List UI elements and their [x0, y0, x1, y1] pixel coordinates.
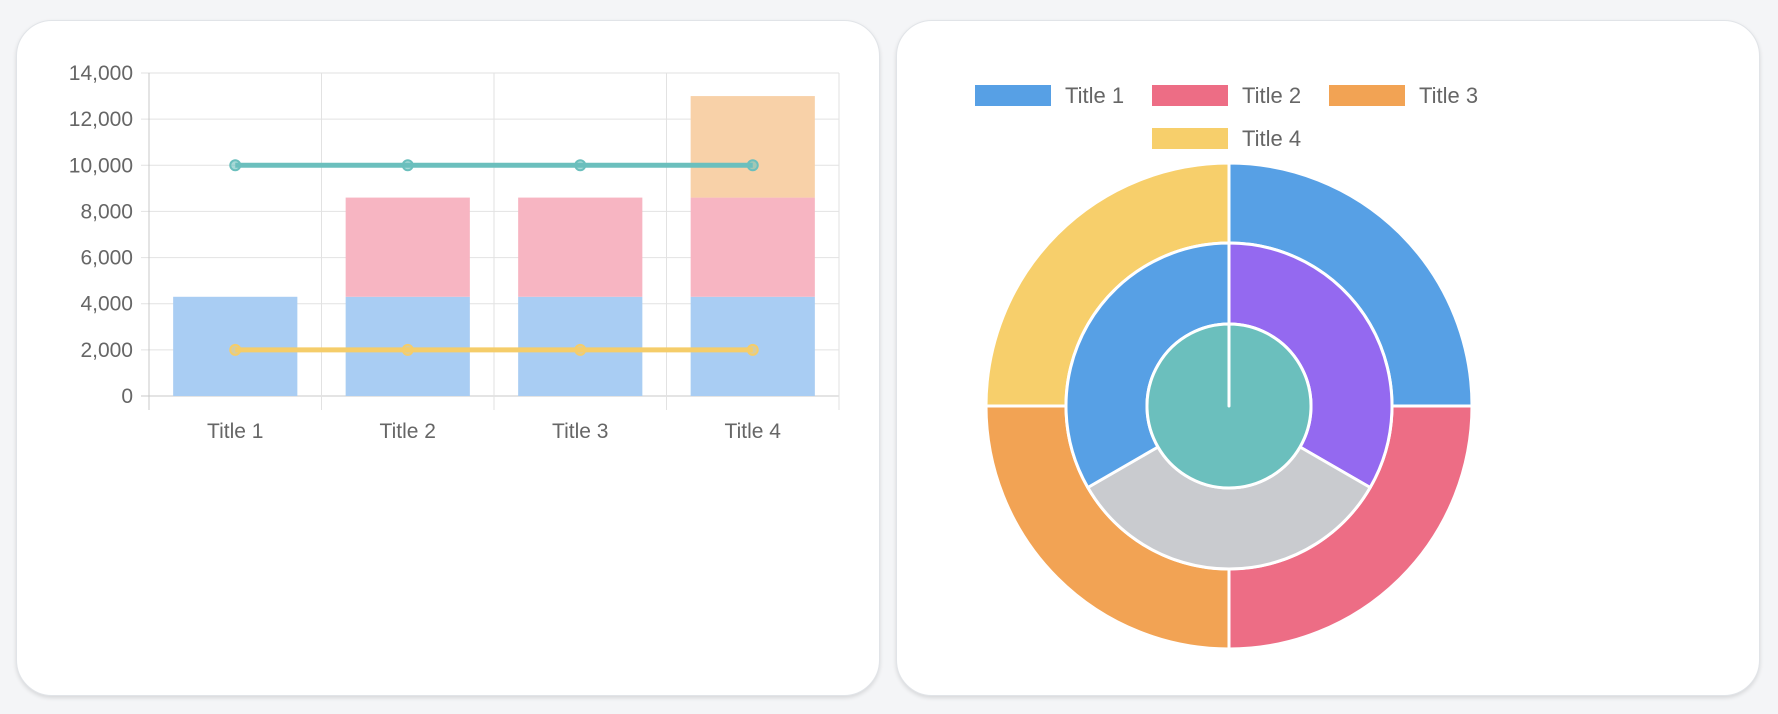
- y-tick-label: 0: [121, 385, 133, 408]
- point-line-yellow-title-1[interactable]: [229, 343, 242, 356]
- point-line-teal-title-4[interactable]: [746, 159, 759, 172]
- x-tick-label: Title 1: [207, 420, 263, 443]
- point-line-teal-title-1[interactable]: [229, 159, 242, 172]
- legend-item-title-4[interactable]: Title 4: [1152, 126, 1301, 151]
- bar-chart: 0 2,000 4,000 6,000 8,000 10,000 12,000 14,000 T…: [69, 62, 840, 443]
- point-line-teal-title-3[interactable]: [574, 159, 587, 172]
- point-line-yellow-title-4[interactable]: [746, 343, 759, 356]
- legend-item-title-3[interactable]: Title 3: [1329, 83, 1478, 108]
- bar-series-b-title-4[interactable]: [690, 197, 815, 297]
- y-tick-label: 4,000: [80, 293, 133, 316]
- point-line-teal-title-2[interactable]: [401, 159, 414, 172]
- legend-label: Title 4: [1242, 126, 1301, 151]
- y-tick-label: 6,000: [80, 247, 133, 270]
- legend-swatch: [975, 85, 1051, 106]
- point-line-yellow-title-3[interactable]: [574, 343, 587, 356]
- x-tick-label: Title 2: [380, 420, 436, 443]
- bar-series-b-title-2[interactable]: [345, 197, 470, 297]
- doughnut-chart-card: Title 1 Title 2 Title 3 Title 4: [896, 20, 1760, 696]
- bar-series-c-title-4[interactable]: [690, 96, 815, 198]
- legend-item-title-1[interactable]: Title 1: [975, 83, 1124, 108]
- y-tick-label: 12,000: [69, 108, 133, 131]
- legend-label: Title 3: [1419, 83, 1478, 108]
- legend-swatch: [1152, 128, 1228, 149]
- bar-chart-card: 0 2,000 4,000 6,000 8,000 10,000 12,000 14,000 T…: [16, 20, 880, 696]
- legend-label: Title 2: [1242, 83, 1301, 108]
- bar-series-b-title-3[interactable]: [518, 197, 643, 297]
- legend-swatch: [1329, 85, 1405, 106]
- y-tick-label: 8,000: [80, 200, 133, 223]
- y-tick-label: 2,000: [80, 339, 133, 362]
- x-tick-label: Title 4: [725, 420, 782, 443]
- y-tick-label: 10,000: [69, 154, 133, 177]
- x-tick-label: Title 3: [552, 420, 608, 443]
- doughnut-chart: Title 1 Title 2 Title 3 Title 4: [975, 83, 1478, 651]
- point-line-yellow-title-2[interactable]: [401, 343, 414, 356]
- legend-item-title-2[interactable]: Title 2: [1152, 83, 1301, 108]
- y-tick-label: 14,000: [69, 62, 133, 85]
- legend-swatch: [1152, 85, 1228, 106]
- legend-label: Title 1: [1065, 83, 1124, 108]
